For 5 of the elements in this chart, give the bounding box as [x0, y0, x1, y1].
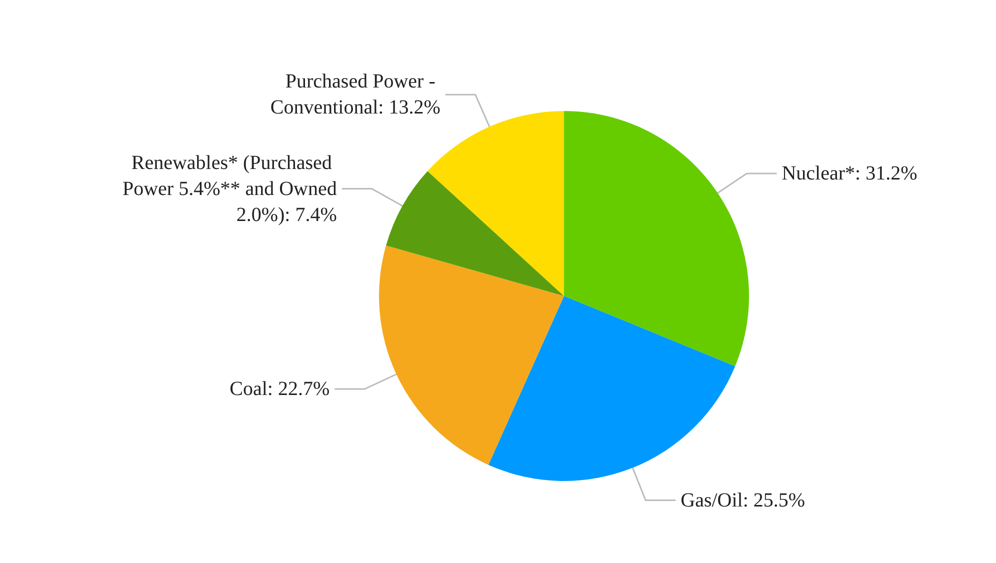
slice-label: Purchased Power - Conventional: 13.2% — [270, 70, 440, 119]
slice-label: Renewables* (Purchased Power 5.4%** and Owned 2.0%): 7.4% — [122, 152, 337, 226]
slice-label: Nuclear*: 31.2% — [782, 162, 918, 184]
slice-label: Gas/Oil: 25.5% — [680, 489, 806, 512]
slice-label: Coal: 22.7% — [230, 378, 330, 400]
